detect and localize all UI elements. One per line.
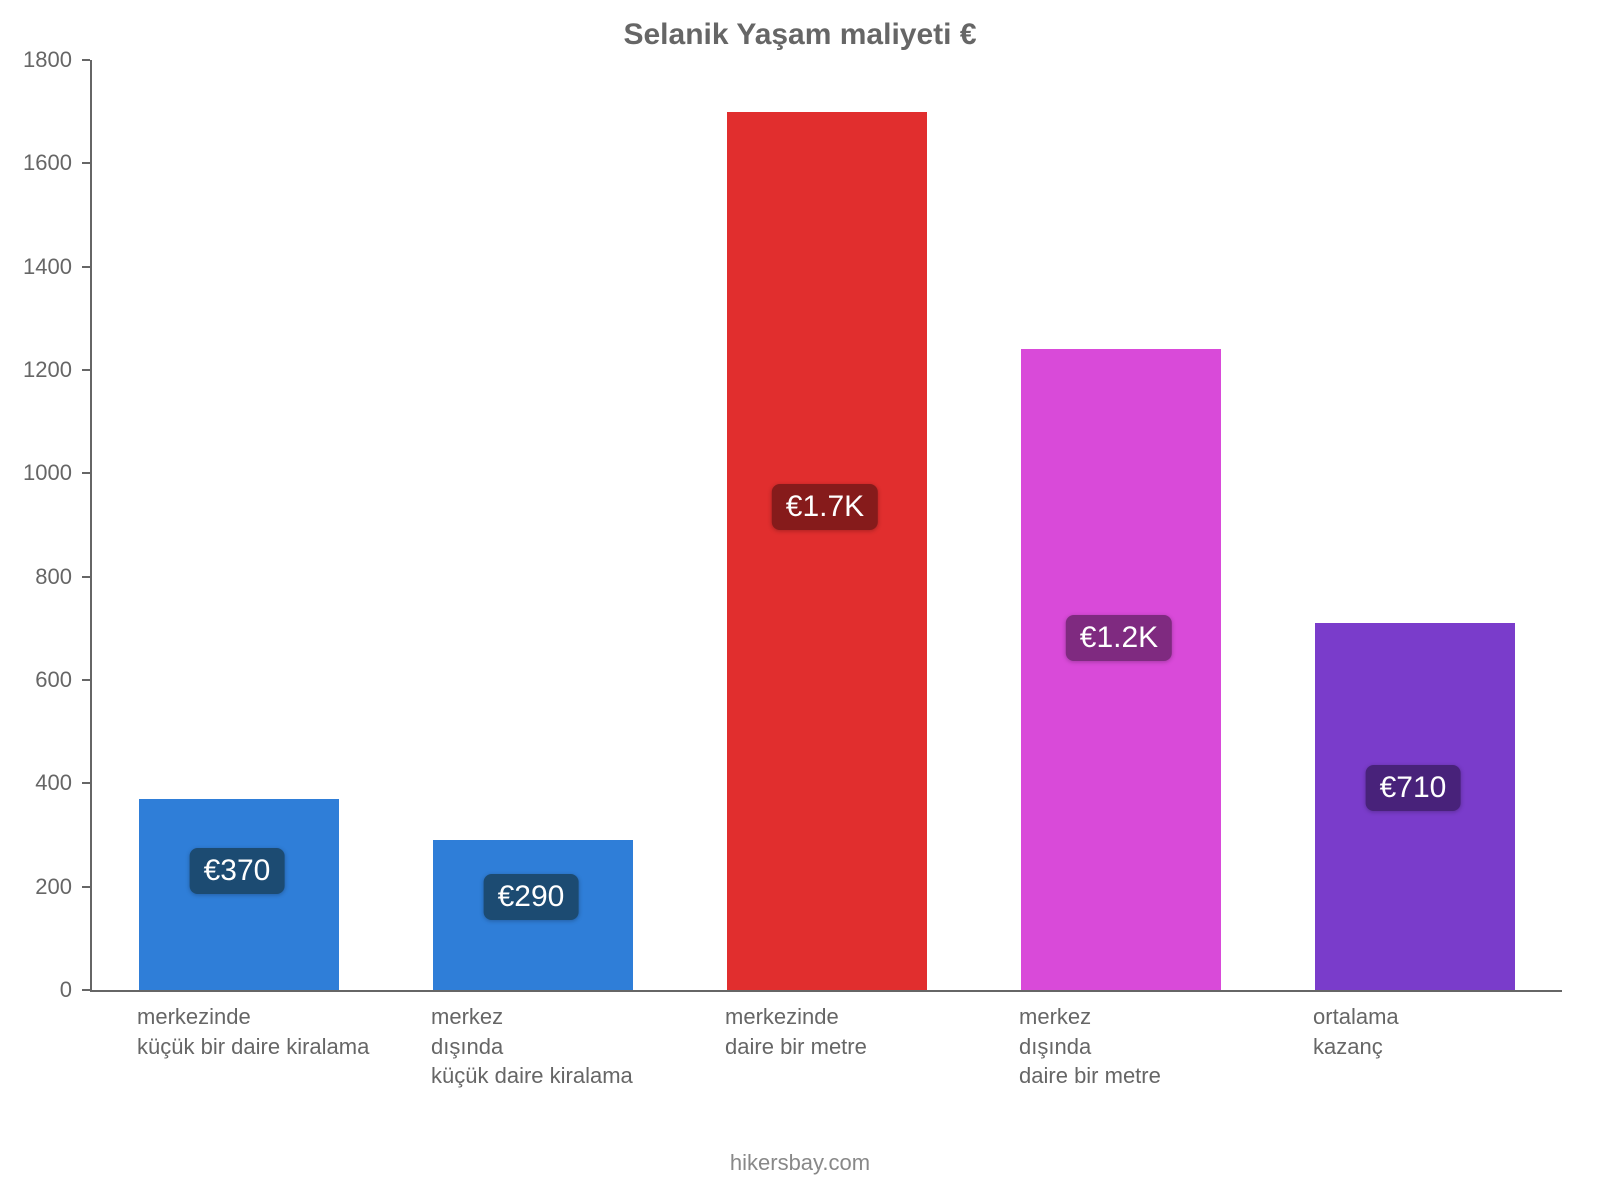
y-tick-label: 800	[0, 564, 72, 590]
x-tick-label: ortalama kazanç	[1313, 1002, 1399, 1061]
y-tick-mark	[82, 266, 90, 268]
y-tick-mark	[82, 576, 90, 578]
x-tick-label: merkezinde daire bir metre	[725, 1002, 867, 1061]
y-tick-mark	[82, 59, 90, 61]
value-badge: €290	[484, 874, 579, 920]
x-tick-label: merkez dışında küçük daire kiralama	[431, 1002, 633, 1091]
y-tick-label: 1600	[0, 150, 72, 176]
y-tick-mark	[82, 472, 90, 474]
y-tick-label: 1200	[0, 357, 72, 383]
y-tick-label: 200	[0, 874, 72, 900]
y-tick-label: 400	[0, 770, 72, 796]
y-tick-label: 1800	[0, 47, 72, 73]
value-badge: €710	[1366, 765, 1461, 811]
value-badge: €370	[190, 848, 285, 894]
chart-container: Selanik Yaşam maliyeti € hikersbay.com 0…	[0, 0, 1600, 1200]
bar	[727, 112, 927, 990]
y-tick-mark	[82, 369, 90, 371]
y-tick-mark	[82, 989, 90, 991]
chart-title: Selanik Yaşam maliyeti €	[0, 18, 1600, 52]
y-tick-mark	[82, 162, 90, 164]
y-tick-label: 600	[0, 667, 72, 693]
y-tick-mark	[82, 782, 90, 784]
x-tick-label: merkez dışında daire bir metre	[1019, 1002, 1161, 1091]
chart-footer: hikersbay.com	[0, 1150, 1600, 1176]
y-tick-label: 1400	[0, 254, 72, 280]
y-tick-label: 1000	[0, 460, 72, 486]
value-badge: €1.7K	[772, 484, 878, 530]
y-tick-label: 0	[0, 977, 72, 1003]
y-tick-mark	[82, 886, 90, 888]
y-tick-mark	[82, 679, 90, 681]
x-tick-label: merkezinde küçük bir daire kiralama	[137, 1002, 369, 1061]
value-badge: €1.2K	[1066, 615, 1172, 661]
bar	[1021, 349, 1221, 990]
